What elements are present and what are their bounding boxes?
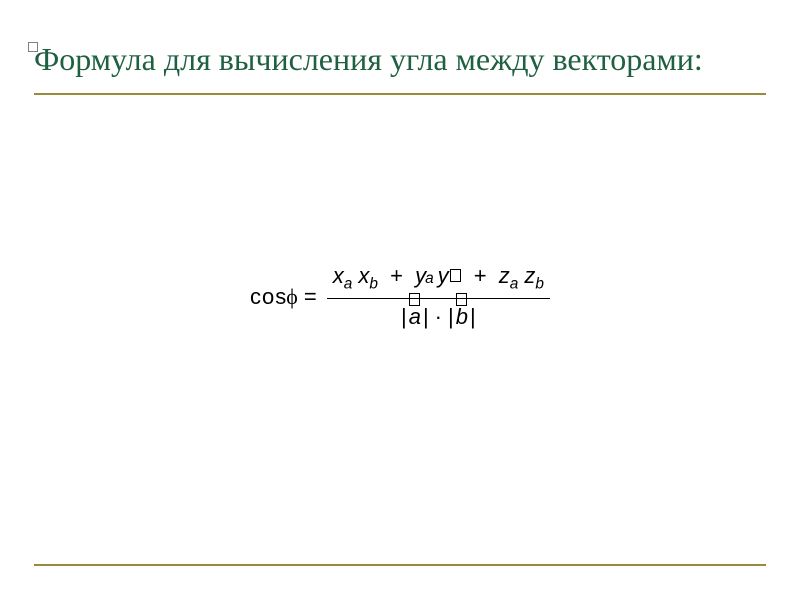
missing-glyph-icon [409, 293, 420, 306]
angle-symbol: ϕ [286, 284, 298, 310]
abs-bar-left-b: | [448, 304, 454, 330]
content-area: cos ϕ = xa xb + ya y + [34, 63, 766, 530]
numerator: xa xb + ya y + za zb [327, 263, 550, 298]
term-zb: zb [524, 263, 544, 288]
slide-container: Формула для вычисления угла между вектор… [0, 0, 800, 600]
vector-b: b [456, 304, 468, 330]
missing-glyph-icon [450, 269, 461, 282]
bullet-marker [28, 42, 38, 52]
denominator: | a | · | b | [395, 299, 482, 330]
cos-label: cos [250, 284, 287, 310]
plus-1: + [390, 263, 403, 288]
equals-sign: = [304, 284, 317, 310]
term-za: za [499, 263, 525, 288]
term-xa: xa [333, 263, 359, 288]
abs-bar-right-a: | [423, 304, 429, 330]
term-xb: xb [358, 263, 384, 288]
fraction: xa xb + ya y + za zb [327, 263, 550, 330]
vector-a: a [409, 304, 421, 330]
bottom-rule [34, 564, 766, 566]
abs-bar-right-b: | [470, 304, 476, 330]
missing-glyph-icon [456, 293, 467, 306]
term-ya-yb: ya y [415, 263, 462, 289]
abs-bar-left-a: | [401, 304, 407, 330]
dot-operator: · [435, 304, 442, 330]
plus-2: + [474, 263, 487, 288]
formula: cos ϕ = xa xb + ya y + [250, 263, 550, 330]
